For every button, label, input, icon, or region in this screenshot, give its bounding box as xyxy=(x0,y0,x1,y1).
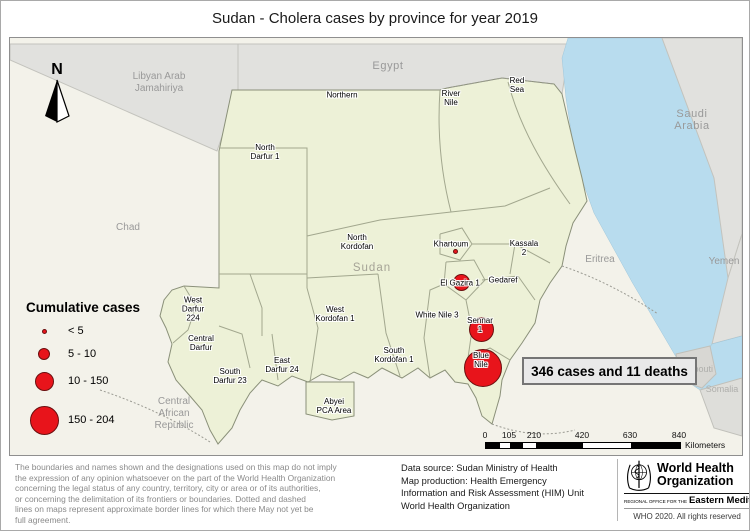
country-label-saudi-arabia: Saudi Arabia xyxy=(674,108,710,132)
scalebar-tick-840: 840 xyxy=(671,430,687,440)
province-label-blue-nile: Blue Nile xyxy=(472,351,490,369)
who-divider-2 xyxy=(624,508,749,509)
province-label-gedaref: Gedaref xyxy=(488,275,518,285)
somalia-shape xyxy=(699,377,742,437)
north-arrow: N xyxy=(40,62,74,132)
country-label-libya: Libyan Arab Jamahiriya xyxy=(132,71,186,94)
case-circle-blue-nile xyxy=(464,349,502,387)
page-title: Sudan - Cholera cases by province for ye… xyxy=(211,9,538,27)
country-label-sudan: Sudan xyxy=(352,262,392,274)
country-label-djibouti: Djibouti xyxy=(682,364,714,374)
scalebar-tick-0: 0 xyxy=(482,430,488,440)
dashed-borders xyxy=(99,77,659,443)
legend-circle-5-10 xyxy=(38,348,50,360)
country-label-chad: Chad xyxy=(116,222,140,233)
who-logo-block: World Health Organization REGIONAL OFFIC… xyxy=(617,459,749,521)
who-emblem-icon xyxy=(627,460,651,491)
cases-annotation-text: 346 cases and 11 deaths xyxy=(531,363,688,379)
country-label-somalia: Somalia xyxy=(705,384,739,394)
case-circle-sennar xyxy=(468,316,494,342)
scalebar-unit: Kilometers xyxy=(685,440,726,450)
scalebar-tick-210: 210 xyxy=(526,430,542,440)
who-copyright: WHO 2020. All rights reserved xyxy=(633,512,741,521)
country-label-yemen: Yemen xyxy=(708,256,740,267)
who-org-name: World Health Organization xyxy=(657,461,734,488)
province-label-west-darfur: West Darfur 224 xyxy=(181,295,205,323)
basemap-graphic xyxy=(10,38,742,455)
province-label-central-darfur: Central Darfur xyxy=(188,334,214,352)
province-label-east-darfur: East Darfur 24 xyxy=(265,356,299,374)
province-label-northern: Northern xyxy=(326,90,358,100)
province-label-kassala: Kassala 2 xyxy=(509,239,539,257)
province-label-el-gazira: El Gazira 1 xyxy=(440,278,480,288)
legend-circle-lt5 xyxy=(41,328,47,334)
scalebar: 0 105 210 420 630 840 Kilometers xyxy=(477,430,739,455)
legend-label-10-150: 10 - 150 xyxy=(68,375,109,387)
province-label-north-kordofan: North Kordofan xyxy=(340,233,374,251)
province-label-river-nile: River Nile xyxy=(441,89,461,107)
who-regional-prefix: REGIONAL OFFICE FOR THE xyxy=(624,499,688,504)
province-label-sennar: Sennar 1 xyxy=(467,316,493,334)
scalebar-tick-420: 420 xyxy=(574,430,590,440)
footer: The boundaries and names shown and the d… xyxy=(9,457,749,525)
abyei-shape xyxy=(305,381,355,421)
north-arrow-label: N xyxy=(51,61,63,78)
title-bar: Sudan - Cholera cases by province for ye… xyxy=(1,1,749,35)
case-circle-khartoum xyxy=(452,248,458,254)
scalebar-tick-105: 105 xyxy=(501,430,517,440)
disclaimer-text: The boundaries and names shown and the d… xyxy=(15,462,337,525)
scalebar-bar xyxy=(485,442,681,449)
province-label-white-nile: White Nile 3 xyxy=(415,310,459,320)
country-label-egypt: Egypt xyxy=(372,60,404,72)
province-label-south-kordofan: South Kordofan 1 xyxy=(374,346,414,364)
data-source-text: Data source: Sudan Ministry of Health Ma… xyxy=(401,463,584,511)
who-divider xyxy=(624,493,749,494)
legend-circle-150-204 xyxy=(29,405,59,435)
legend-label-150-204: 150 - 204 xyxy=(68,414,115,426)
province-label-khartoum: Khartoum xyxy=(433,239,469,249)
scalebar-tick-630: 630 xyxy=(622,430,638,440)
case-circle-el-gazira xyxy=(452,273,470,291)
province-label-west-kordofan: West Kordofan 1 xyxy=(315,305,355,323)
province-label-south-darfur: South Darfur 23 xyxy=(213,367,247,385)
legend-title: Cumulative cases xyxy=(26,300,141,315)
country-label-central-african-republic: Central African Republic xyxy=(154,396,194,431)
map-frame: N Libyan Arab Jamahiriya Egypt Chad Saud… xyxy=(9,37,743,456)
north-arrow-icon xyxy=(45,79,70,123)
province-label-abyei: Abyei PCA Area xyxy=(316,397,352,415)
legend-label-5-10: 5 - 10 xyxy=(68,348,97,360)
legend-label-lt5: < 5 xyxy=(68,325,84,337)
province-label-red-sea: Red Sea xyxy=(509,76,525,94)
cases-annotation-box: 346 cases and 11 deaths xyxy=(522,357,697,385)
who-regional-name: Eastern Mediterranean xyxy=(689,495,749,506)
country-label-eritrea: Eritrea xyxy=(585,254,615,265)
legend-circle-10-150 xyxy=(34,371,54,391)
province-label-north-darfur: North Darfur 1 xyxy=(250,143,280,161)
